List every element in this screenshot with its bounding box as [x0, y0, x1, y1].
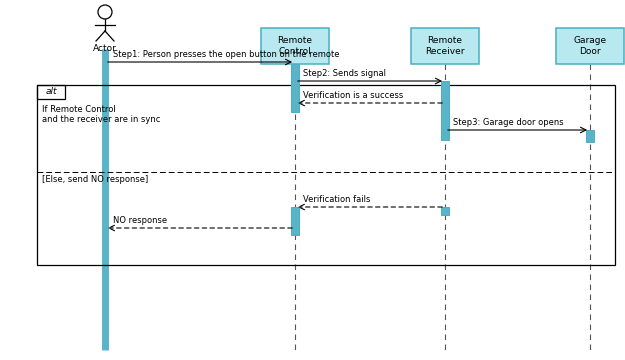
Text: Step2: Sends signal: Step2: Sends signal: [303, 69, 386, 78]
FancyBboxPatch shape: [556, 28, 624, 64]
FancyBboxPatch shape: [291, 62, 299, 112]
Text: Verification fails: Verification fails: [303, 195, 371, 204]
FancyBboxPatch shape: [291, 207, 299, 235]
Text: [Else, send NO response]: [Else, send NO response]: [42, 175, 148, 184]
Text: Actor: Actor: [93, 44, 117, 53]
FancyBboxPatch shape: [441, 81, 449, 140]
FancyBboxPatch shape: [261, 28, 329, 64]
Text: Remote
Control: Remote Control: [278, 36, 312, 56]
Text: NO response: NO response: [113, 216, 167, 225]
Text: Remote
Receiver: Remote Receiver: [425, 36, 465, 56]
Text: Garage
Door: Garage Door: [574, 36, 606, 56]
Text: alt: alt: [45, 87, 57, 96]
FancyBboxPatch shape: [411, 28, 479, 64]
Text: Step1: Person presses the open button on the remote: Step1: Person presses the open button on…: [113, 50, 339, 59]
FancyBboxPatch shape: [441, 207, 449, 215]
Text: Verification is a success: Verification is a success: [303, 91, 403, 100]
Text: If Remote Control
and the receiver are in sync: If Remote Control and the receiver are i…: [42, 105, 161, 125]
Bar: [37, 85, 615, 265]
Text: Step3: Garage door opens: Step3: Garage door opens: [453, 118, 564, 127]
FancyBboxPatch shape: [586, 130, 594, 142]
